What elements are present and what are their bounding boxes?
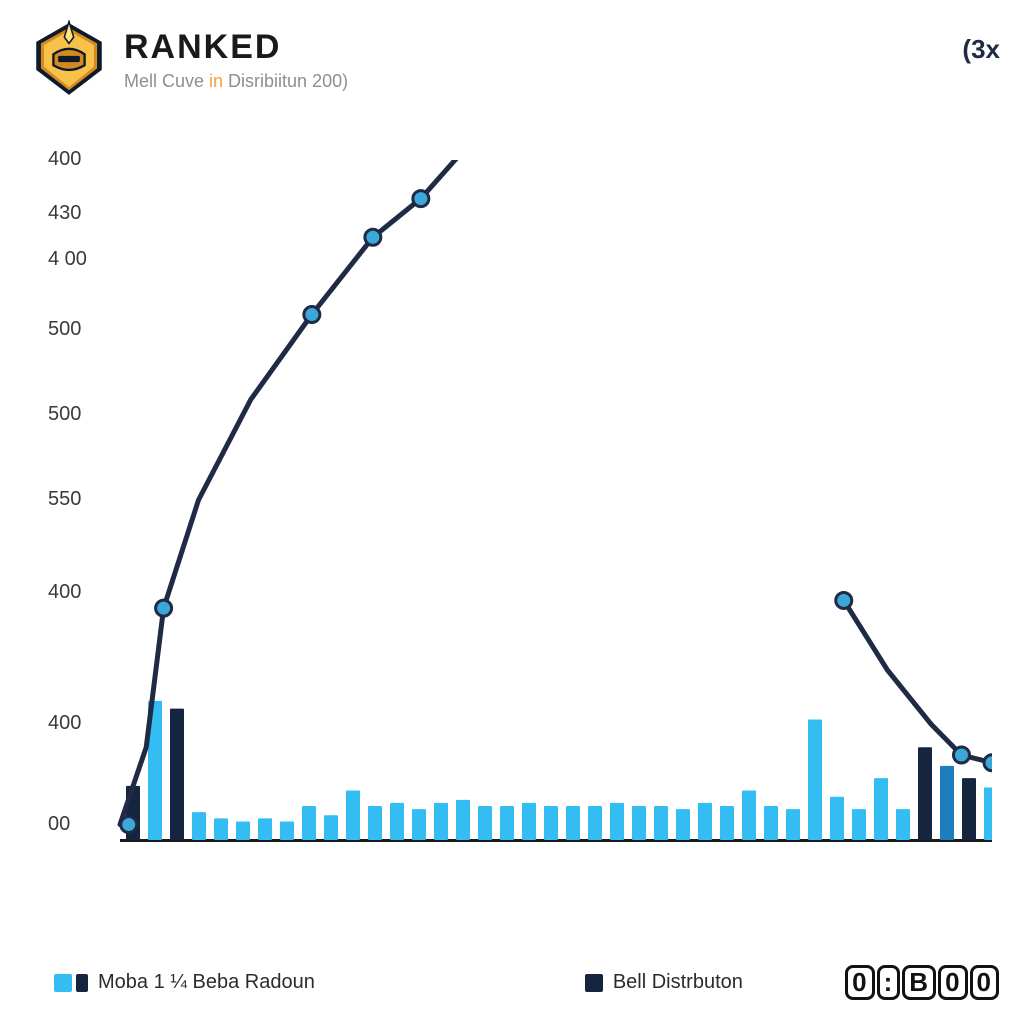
subtitle-pre: Mell Cuve bbox=[124, 71, 209, 91]
y-tick-label: 400 bbox=[48, 581, 108, 604]
subtitle-post: Disribiitun 200) bbox=[223, 71, 348, 91]
title-block: RANKED Mell Cuve in Disribiitun 200) bbox=[124, 28, 348, 92]
page-subtitle: Mell Cuve in Disribiitun 200) bbox=[124, 71, 348, 92]
chart-area: 004004005505005004 00430400 bbox=[48, 160, 992, 860]
brand-glyph: 0 bbox=[845, 965, 874, 1000]
chart-svg bbox=[48, 160, 992, 860]
y-tick-label: 00 bbox=[48, 813, 108, 836]
y-tick-label: 500 bbox=[48, 403, 108, 426]
legend-label-a: Moba 1 ¼ Beba Radoun bbox=[98, 971, 315, 994]
subtitle-accent: in bbox=[209, 71, 223, 91]
legend-label-b: Bell Distrbuton bbox=[613, 971, 743, 994]
legend-item-a: Moba 1 ¼ Beba Radoun bbox=[54, 971, 315, 994]
brand-tag: 0:B00 bbox=[844, 965, 1000, 1000]
y-tick-label: 400 bbox=[48, 148, 108, 171]
rank-badge-icon bbox=[30, 20, 108, 98]
y-tick-label: 550 bbox=[48, 488, 108, 511]
legend-swatch-b bbox=[585, 974, 603, 992]
y-tick-label: 500 bbox=[48, 318, 108, 341]
corner-badge: (3x bbox=[962, 34, 1000, 65]
y-tick-label: 430 bbox=[48, 202, 108, 225]
legend: Moba 1 ¼ Beba Radoun Bell Distrbuton bbox=[54, 971, 743, 994]
brand-glyph: 0 bbox=[970, 965, 999, 1000]
page-title: RANKED bbox=[124, 28, 348, 67]
y-axis-labels: 004004005505005004 00430400 bbox=[48, 160, 108, 840]
page-root: RANKED Mell Cuve in Disribiitun 200) (3x… bbox=[0, 0, 1024, 1024]
brand-glyph: B bbox=[902, 965, 936, 1000]
y-tick-label: 4 00 bbox=[48, 248, 108, 271]
legend-item-b: Bell Distrbuton bbox=[585, 971, 743, 994]
legend-swatch-a1 bbox=[54, 974, 72, 992]
brand-glyph: 0 bbox=[938, 965, 967, 1000]
header: RANKED Mell Cuve in Disribiitun 200) bbox=[30, 20, 348, 98]
y-tick-label: 400 bbox=[48, 712, 108, 735]
brand-glyph: : bbox=[877, 965, 901, 1000]
legend-swatch-a2 bbox=[76, 974, 88, 992]
